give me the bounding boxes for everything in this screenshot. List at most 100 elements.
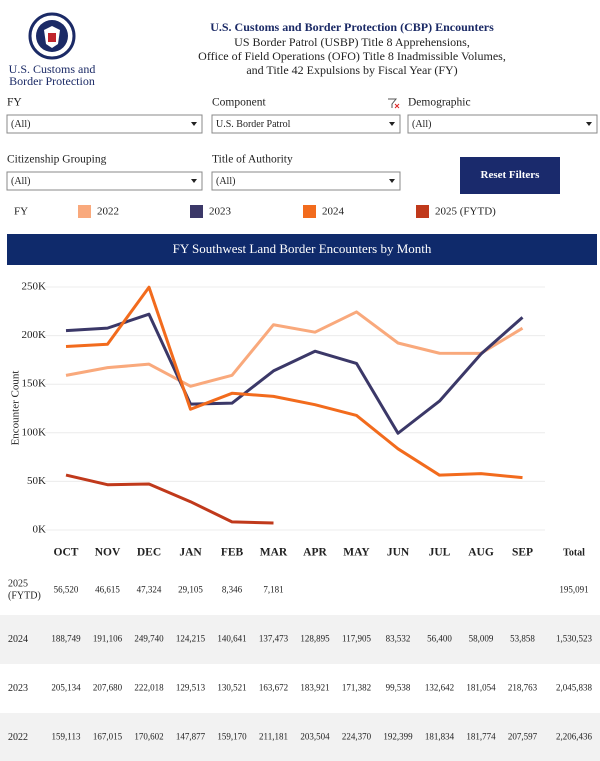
row-label-line: (FYTD) (8, 591, 41, 602)
table-cell: 205,134 (51, 683, 81, 693)
series-line (65, 473, 274, 525)
table-cell: 159,113 (52, 732, 81, 742)
table-cell: 56,520 (54, 585, 79, 595)
row-label: 2022 (8, 732, 28, 743)
table-cell: 83,532 (386, 634, 411, 644)
clear-filter-icon[interactable] (388, 98, 400, 109)
dropdown-value[interactable]: U.S. Border Patrol (216, 119, 291, 130)
table-cell: 7,181 (263, 585, 283, 595)
series-line (65, 312, 524, 435)
x-tick-label: JUL (429, 547, 451, 559)
legend-label: 2024 (322, 206, 345, 218)
dropdown[interactable] (6, 171, 203, 191)
table-cell: 183,921 (300, 683, 329, 693)
legend-label: 2022 (97, 206, 119, 218)
filter-label: FY (7, 97, 22, 109)
legend-swatch (303, 205, 316, 218)
table-cell: 218,763 (508, 683, 538, 693)
table-cell: 249,740 (134, 634, 164, 644)
table-cell: 188,749 (51, 634, 81, 644)
x-tick-label: JUN (387, 547, 410, 559)
row-label: 2024 (8, 634, 28, 645)
dropdown[interactable] (211, 114, 401, 134)
x-tick-label: APR (303, 547, 327, 559)
legend-swatch (78, 205, 91, 218)
legend-title: FY (14, 206, 28, 218)
table-cell: 140,641 (217, 634, 246, 644)
x-tick-label: AUG (468, 547, 494, 559)
chart-title-bar (7, 234, 597, 265)
table-cell: 207,597 (508, 732, 538, 742)
table-cell: 128,895 (300, 634, 330, 644)
dropdown-value[interactable]: (All) (216, 176, 235, 187)
table-cell: 181,834 (425, 732, 455, 742)
x-tick-label: MAY (343, 547, 370, 559)
table-cell: 170,602 (134, 732, 163, 742)
x-tick-label: OCT (54, 547, 79, 559)
page-subtitle: US Border Patrol (USBP) Title 8 Apprehen… (234, 35, 470, 49)
x-tick-label: DEC (137, 547, 161, 559)
filter-label: Demographic (408, 97, 471, 109)
table-cell: 163,672 (259, 683, 288, 693)
table-cell: 124,215 (176, 634, 206, 644)
filter-label: Component (212, 97, 266, 109)
table-total: 2,045,838 (556, 683, 593, 693)
table-cell: 192,399 (383, 732, 413, 742)
dropdown[interactable] (407, 114, 598, 134)
table-cell: 211,181 (259, 732, 288, 742)
table-cell: 181,054 (466, 683, 496, 693)
x-tick-label: NOV (95, 547, 121, 559)
table-cell: 171,382 (342, 683, 371, 693)
table-cell: 47,324 (137, 585, 162, 595)
dropdown-arrow[interactable] (389, 122, 395, 126)
table-cell: 58,009 (469, 634, 494, 644)
table-cell: 130,521 (217, 683, 246, 693)
table-cell: 159,170 (217, 732, 247, 742)
dropdown-arrow[interactable] (389, 179, 395, 183)
reset-button[interactable] (460, 157, 560, 194)
filter-label: Citizenship Grouping (7, 154, 107, 166)
table-cell: 29,105 (178, 585, 203, 595)
x-tick-label: SEP (512, 547, 533, 559)
page-title: U.S. Customs and Border Protection (CBP)… (210, 20, 494, 34)
table-cell: 137,473 (259, 634, 289, 644)
table-cell: 147,877 (176, 732, 206, 742)
legend-swatch (416, 205, 429, 218)
dropdown-arrow[interactable] (586, 122, 592, 126)
dropdown-value[interactable]: (All) (412, 119, 431, 130)
reset-button-label[interactable]: Reset Filters (481, 169, 541, 181)
table-cell: 203,504 (300, 732, 330, 742)
legend-label: 2025 (FYTD) (435, 206, 496, 218)
y-tick-label: 50K (27, 475, 46, 487)
table-cell: 99,538 (386, 683, 411, 693)
dropdown-arrow[interactable] (191, 122, 197, 126)
page-subtitle: Office of Field Operations (OFO) Title 8… (198, 49, 506, 63)
dropdown[interactable] (211, 171, 401, 191)
dropdown-arrow[interactable] (191, 179, 197, 183)
table-total: 2,206,436 (556, 732, 593, 742)
dropdown-value[interactable]: (All) (11, 176, 30, 187)
series-line (65, 285, 523, 480)
legend-label: 2023 (209, 206, 232, 218)
table-cell: 56,400 (427, 634, 452, 644)
table-cell: 8,346 (222, 585, 243, 595)
y-axis-label: Encounter Count (10, 371, 22, 446)
row-label: 2025 (FYTD) (8, 579, 41, 602)
series-line (65, 310, 524, 388)
table-cell: 53,858 (510, 634, 535, 644)
y-tick-label: 0K (33, 524, 47, 536)
legend-swatch (190, 205, 203, 218)
x-tick-label: JAN (179, 547, 202, 559)
table-total: 195,091 (559, 585, 588, 595)
row-label: 2023 (8, 683, 28, 694)
y-tick-label: 150K (22, 378, 47, 390)
page-subtitle: and Title 42 Expulsions by Fiscal Year (… (246, 63, 457, 77)
dropdown[interactable] (6, 114, 203, 134)
logo-text: U.S. Customs and (9, 62, 96, 76)
y-tick-label: 200K (22, 329, 47, 341)
dropdown-value[interactable]: (All) (11, 119, 30, 130)
logo (28, 12, 76, 60)
table-cell: 191,106 (93, 634, 123, 644)
table-cell: 224,370 (342, 732, 372, 742)
